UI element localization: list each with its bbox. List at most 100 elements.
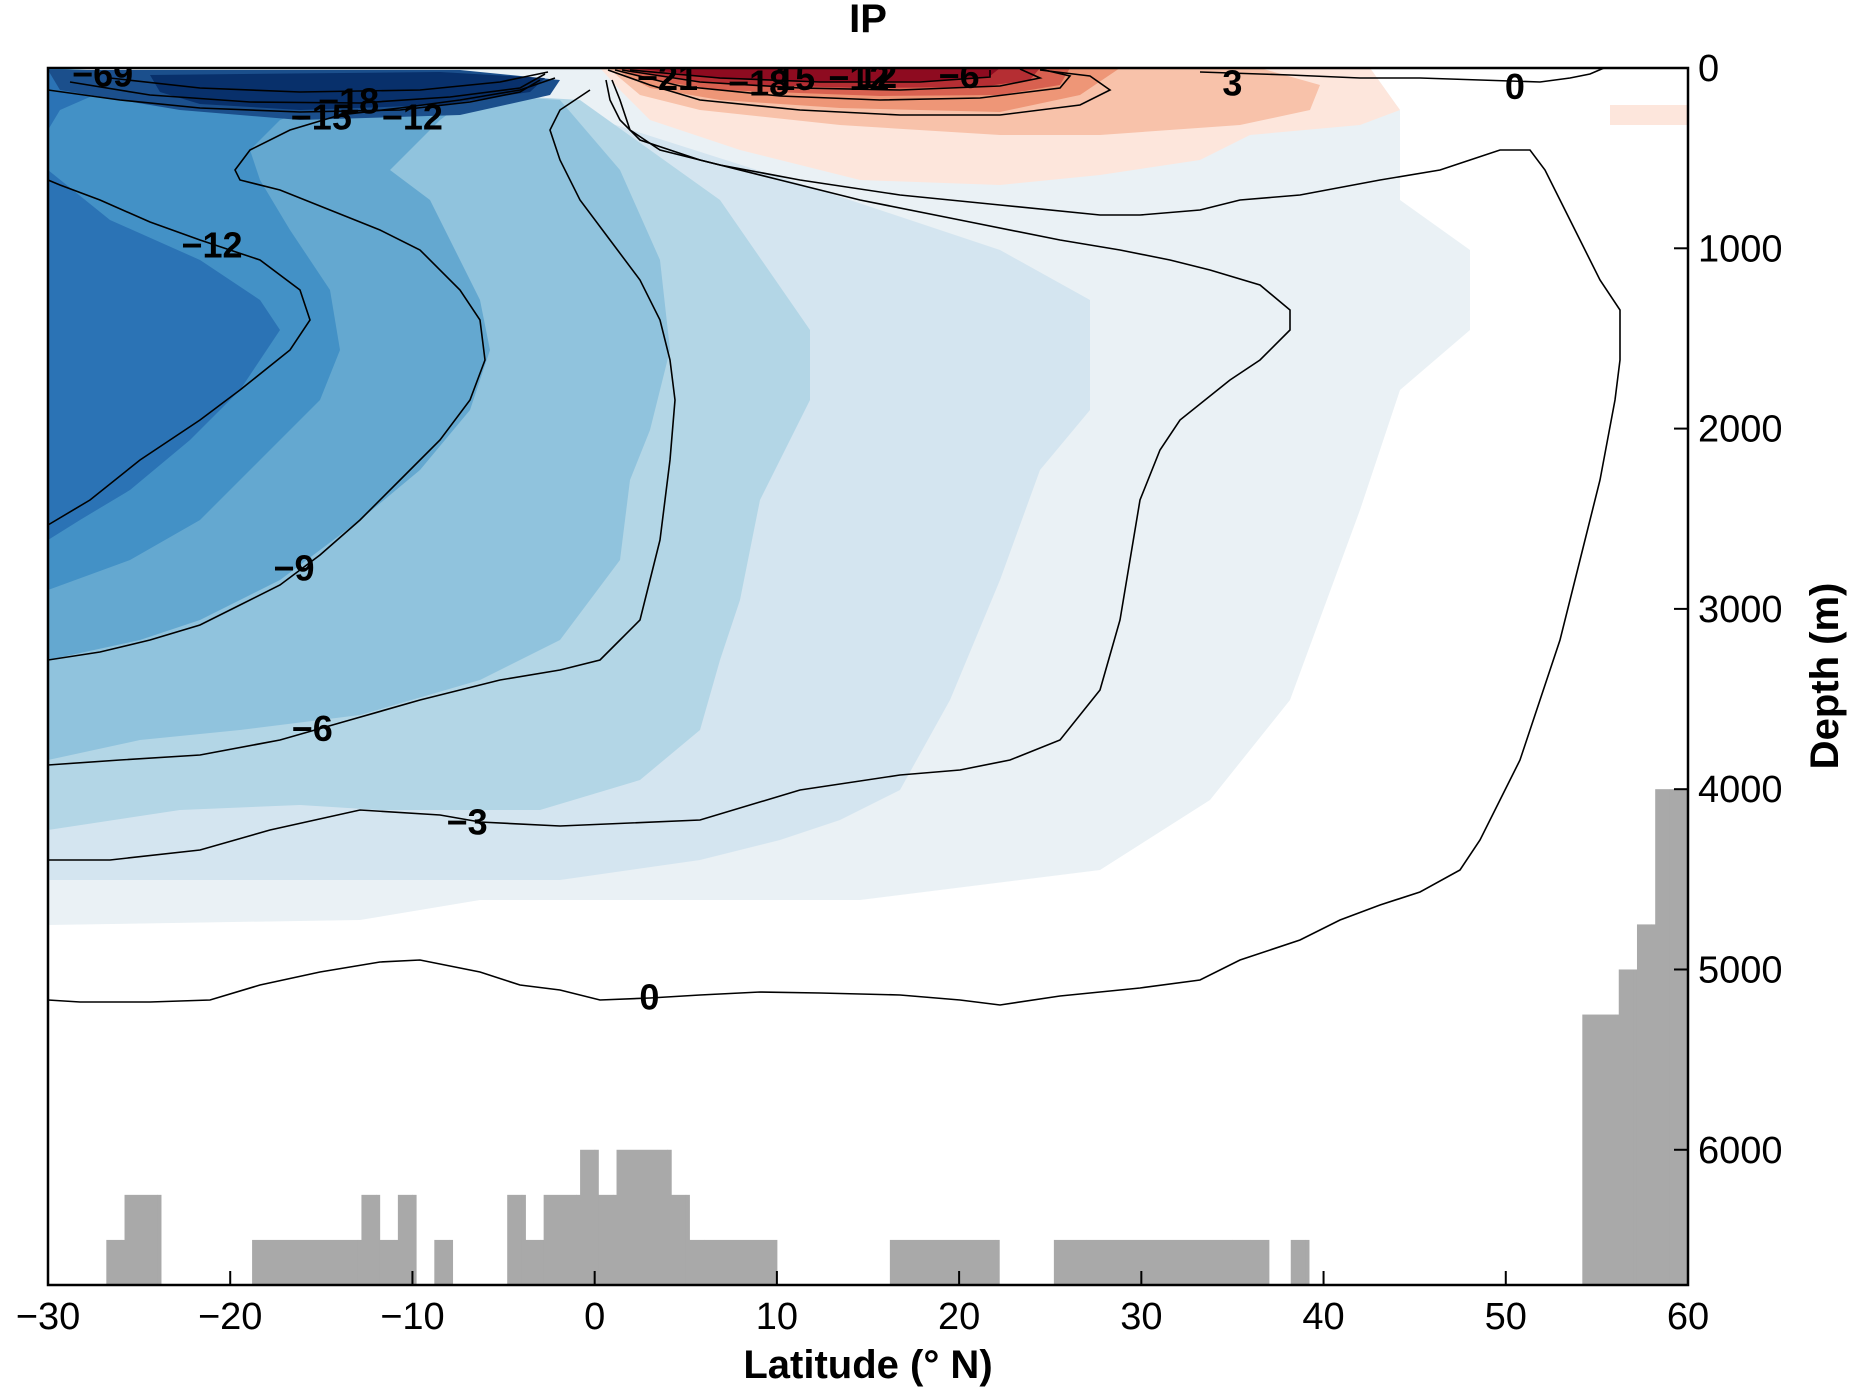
bathymetry-bar [671,1194,687,1285]
bathymetry-bar [521,1194,526,1285]
positive-cell-fills [600,68,1688,185]
x-tick-label: 0 [584,1296,605,1338]
y-tick-label: 2000 [1698,409,1783,451]
bathymetry-bar [1582,1014,1616,1285]
bathymetry-bar [1636,924,1653,1285]
bathymetry-bar [1633,969,1638,1285]
x-tick-label: 50 [1485,1296,1527,1338]
contour-label: −18 [318,80,379,121]
bathymetry-bar [412,1194,417,1285]
contour-line-neg-12 [48,179,311,526]
bathymetry-bar [1086,1239,1233,1285]
bathymetry-bar [1290,1239,1306,1285]
negative-cell-fills [48,68,1470,925]
bathymetry-bar [576,1194,581,1285]
contour-label: −6 [939,55,980,96]
contour-label: −12 [181,225,242,266]
bathymetry-bar [157,1194,162,1285]
bathymetry-bar [616,1149,669,1285]
contour-label: −12 [382,97,443,138]
contour-label: 15 [775,57,815,98]
bathymetry-bar [252,1239,359,1285]
contour-line-neg-15 [48,79,541,113]
fill-band-neg-21 [48,68,280,540]
x-tick-label: 10 [756,1296,798,1338]
x-tick-label: −20 [198,1296,262,1338]
bathymetry-bar [357,1239,362,1285]
contour-label: 12 [857,55,897,96]
bathymetry-bar [704,1239,778,1285]
y-tick-label: 4000 [1698,769,1783,811]
plot-frame [46,66,1690,1287]
bathymetry-bar [120,1239,126,1285]
bathymetry-bar [598,1194,614,1285]
bathymetry-bar [124,1194,158,1285]
contour-label: −21 [637,57,698,98]
bathymetry-bar [376,1194,381,1285]
contour-label: 0 [639,977,659,1018]
bathymetry-bar [1615,1014,1620,1285]
contour-line-pos-12 [629,69,991,83]
bathymetry-bar [543,1194,577,1285]
bathymetry-bar [525,1239,541,1285]
x-tick-label: 60 [1667,1296,1709,1338]
contour-label: −3 [447,802,488,843]
contour-label: 3 [1222,62,1242,103]
bathymetry-bar [1232,1239,1252,1285]
contour-line-pos-9 [621,68,1043,91]
bathymetry-bar [612,1194,618,1285]
bathymetry-bar [434,1239,450,1285]
y-tick-label: 6000 [1698,1130,1783,1172]
contour-line-zero-surface [1199,68,1605,83]
bathymetry-bar [1655,789,1671,1285]
bathymetry-bar [685,1194,690,1285]
bathymetry-bar [995,1239,1000,1285]
contour-line-neg-3 [48,79,1291,861]
contour-line-neg-18 [69,73,546,104]
contour-line-pos-3 [607,69,1112,116]
bathymetry-bar [1618,969,1634,1285]
bathymetry-bar [1053,1239,1088,1285]
bathymetry-bar [448,1239,454,1285]
contour-label: −15 [291,97,352,138]
bathymetry-bar [667,1149,672,1285]
y-tick-label: 5000 [1698,949,1783,991]
contour-line-neg-6 [48,89,676,766]
x-axis: −30 −20 −10 0 10 20 30 40 50 60 [16,1271,1709,1338]
bathymetry-bar [397,1194,413,1285]
contour-label: −6 [292,708,333,749]
contour-label: −9 [273,547,314,588]
contour-label: −12 [828,57,889,98]
x-tick-label: −10 [380,1296,444,1338]
bathymetry-bar [1250,1239,1270,1285]
bathymetry-bar [1305,1239,1310,1285]
bathymetry-bar [507,1194,523,1285]
x-tick-label: −30 [16,1296,80,1338]
bathymetry [106,789,1688,1285]
chart-title: IP [849,0,887,41]
bathymetry-bar [889,1239,997,1285]
x-tick-label: 20 [938,1296,980,1338]
y-axis: 0 1000 2000 3000 4000 5000 6000 [1674,48,1783,1172]
contour-label: 0 [1505,66,1525,107]
contour-line-pos-6 [614,68,1072,101]
bathymetry-bar [540,1239,545,1285]
y-tick-label: 1000 [1698,228,1783,270]
bathymetry-bar [106,1239,122,1285]
y-tick-label: 3000 [1698,589,1783,631]
y-tick-label: 0 [1698,48,1719,90]
x-axis-title: Latitude (° N) [743,1343,992,1387]
bathymetry-bar [1651,924,1656,1285]
contour-label: −69 [72,53,133,94]
x-tick-label: 30 [1120,1296,1162,1338]
contour-lines [48,68,1621,1006]
bathymetry-bar [379,1239,395,1285]
contour-line-neg-9 [48,77,556,661]
bathymetry-bar [1673,789,1688,1285]
bathymetry-bar [394,1239,399,1285]
bathymetry-bar [361,1194,377,1285]
x-tick-label: 40 [1302,1296,1344,1338]
